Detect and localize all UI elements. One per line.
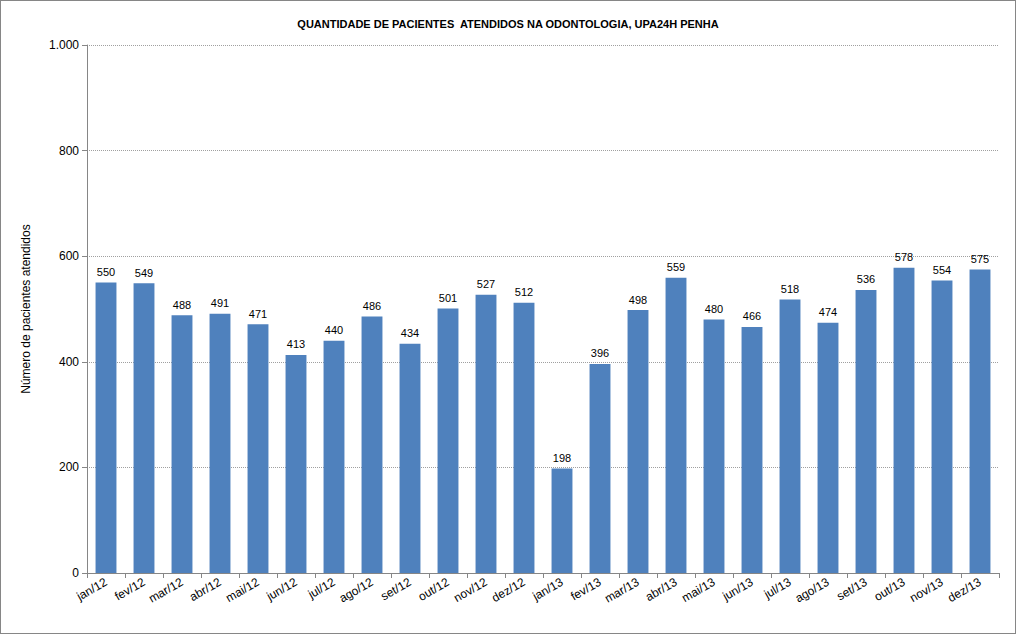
svg-text:578: 578 — [895, 251, 913, 263]
svg-text:jun/13: jun/13 — [719, 575, 755, 604]
svg-text:1.000: 1.000 — [49, 38, 79, 52]
svg-text:0: 0 — [72, 566, 79, 580]
svg-text:mai/13: mai/13 — [679, 575, 717, 605]
svg-text:dez/13: dez/13 — [945, 575, 983, 605]
svg-text:554: 554 — [933, 264, 951, 276]
svg-text:527: 527 — [477, 278, 495, 290]
svg-text:575: 575 — [971, 253, 989, 265]
svg-text:536: 536 — [857, 273, 875, 285]
svg-text:400: 400 — [59, 355, 79, 369]
svg-text:mar/12: mar/12 — [146, 575, 186, 606]
svg-text:nov/13: nov/13 — [907, 575, 945, 605]
svg-text:471: 471 — [249, 308, 267, 320]
svg-text:jul/13: jul/13 — [761, 575, 794, 602]
svg-text:198: 198 — [553, 452, 571, 464]
svg-text:491: 491 — [211, 297, 229, 309]
svg-text:nov/12: nov/12 — [451, 575, 489, 605]
svg-text:QUANTIDADE DE PACIENTES ATEND: QUANTIDADE DE PACIENTES ATENDIDOS NA ODO… — [297, 18, 718, 30]
svg-text:498: 498 — [629, 294, 647, 306]
svg-text:550: 550 — [97, 266, 115, 278]
svg-text:abr/13: abr/13 — [643, 575, 680, 604]
svg-text:mar/13: mar/13 — [602, 575, 642, 606]
svg-text:466: 466 — [743, 310, 761, 322]
svg-text:501: 501 — [439, 292, 457, 304]
svg-text:jun/12: jun/12 — [263, 575, 299, 604]
svg-text:488: 488 — [173, 299, 191, 311]
svg-text:out/12: out/12 — [416, 575, 452, 604]
svg-text:fev/13: fev/13 — [568, 575, 604, 604]
svg-text:396: 396 — [591, 347, 609, 359]
svg-text:abr/12: abr/12 — [187, 575, 224, 604]
svg-text:jan/13: jan/13 — [529, 575, 565, 604]
svg-text:fev/12: fev/12 — [112, 575, 148, 604]
svg-text:800: 800 — [59, 144, 79, 158]
svg-text:out/13: out/13 — [872, 575, 908, 604]
svg-text:413: 413 — [287, 338, 305, 350]
svg-text:200: 200 — [59, 460, 79, 474]
svg-text:set/13: set/13 — [834, 575, 870, 604]
svg-text:549: 549 — [135, 267, 153, 279]
svg-text:mai/12: mai/12 — [223, 575, 261, 605]
svg-text:518: 518 — [781, 283, 799, 295]
svg-text:jul/12: jul/12 — [305, 575, 338, 602]
svg-text:480: 480 — [705, 303, 723, 315]
svg-text:440: 440 — [325, 324, 343, 336]
svg-text:486: 486 — [363, 300, 381, 312]
svg-text:set/12: set/12 — [378, 575, 414, 604]
svg-text:512: 512 — [515, 286, 533, 298]
svg-text:559: 559 — [667, 261, 685, 273]
svg-text:ago/12: ago/12 — [337, 575, 376, 606]
svg-text:474: 474 — [819, 306, 837, 318]
svg-text:ago/13: ago/13 — [793, 575, 832, 606]
svg-text:Número de pacientes atendidos: Número de pacientes atendidos — [19, 224, 33, 393]
svg-text:434: 434 — [401, 327, 419, 339]
svg-text:600: 600 — [59, 249, 79, 263]
svg-text:dez/12: dez/12 — [489, 575, 527, 605]
svg-text:jan/12: jan/12 — [73, 575, 109, 604]
